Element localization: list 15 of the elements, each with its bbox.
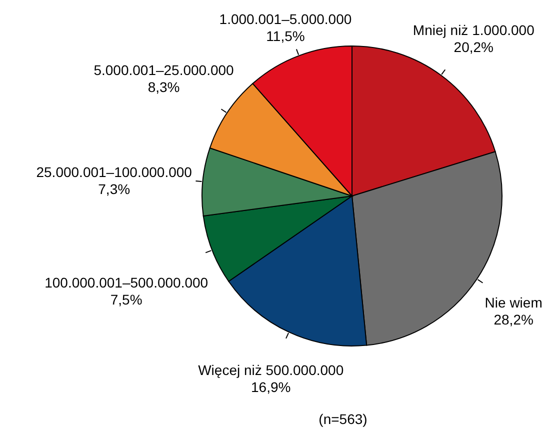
data-label: 8,3%	[148, 78, 180, 95]
data-label: 28,2%	[494, 311, 534, 328]
slice-label: Mniej niż 1.000.000	[412, 22, 535, 38]
data-label: 7,5%	[110, 291, 142, 308]
slice-label: 100.000.001–500.000.000	[44, 274, 208, 290]
text: (n=563)	[318, 411, 368, 427]
data-label: 16,9%	[250, 379, 291, 396]
slice-label: 5.000.001–25.000.000	[94, 62, 234, 78]
slice-label: 25.000.001–100.000.000	[36, 164, 192, 180]
data-label: 11,5%	[266, 28, 305, 44]
slice-label: Więcej niż 500.000.000	[198, 362, 344, 378]
data-label: 20,2%	[454, 38, 494, 55]
slice-label: 1.000.001–5.000.000	[219, 11, 352, 28]
data-label: 7,3%	[98, 181, 130, 198]
slice-label: Nie wiem	[484, 294, 542, 310]
